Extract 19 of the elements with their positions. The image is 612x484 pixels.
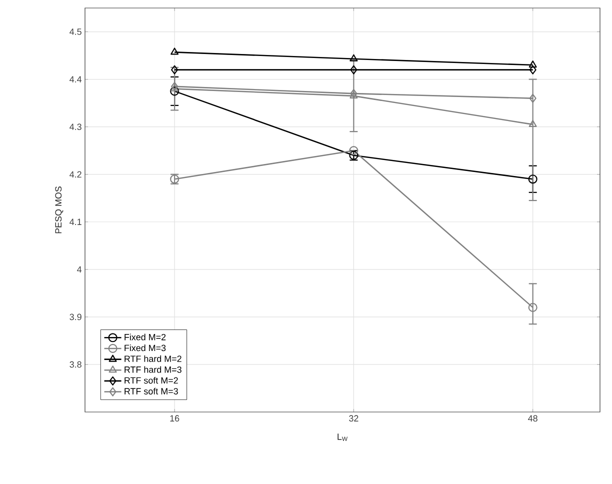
y-tick-label: 4.1 <box>70 218 82 225</box>
legend-label: RTF soft M=2 <box>124 377 178 384</box>
legend-label: Fixed M=3 <box>124 344 166 352</box>
y-tick-label: 3.8 <box>70 361 82 368</box>
y-tick-label: 4.3 <box>70 124 82 130</box>
x-tick-label: 48 <box>528 415 538 422</box>
x-tick-label: 32 <box>349 415 358 422</box>
x-tick-label: 16 <box>170 415 180 422</box>
y-tick-label: 3.9 <box>70 314 82 320</box>
y-tick-label: 4.2 <box>70 171 82 178</box>
y-tick-label: 4.4 <box>70 76 82 82</box>
y-axis-title: PESQ MOS <box>55 186 64 234</box>
legend-label: RTF hard M=3 <box>124 366 182 373</box>
legend-label: RTF hard M=2 <box>124 355 182 362</box>
y-tick-label: 4 <box>77 266 82 272</box>
x-axis-title: L$_{W}$ <box>338 434 348 441</box>
y-tick-label: 4.5 <box>70 28 82 35</box>
legend-label: Fixed M=2 <box>124 334 166 340</box>
legend-label: RTF soft M=3 <box>124 388 178 394</box>
